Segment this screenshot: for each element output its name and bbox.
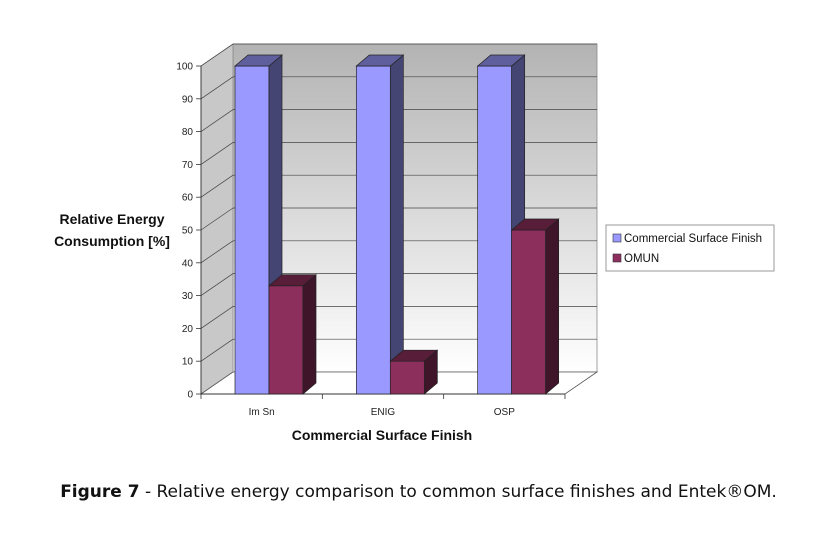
bar-side: [302, 274, 317, 395]
legend-swatch-commercial: [612, 233, 622, 243]
bar-series: [234, 54, 560, 395]
legend-label-commercial: Commercial Surface Finish: [624, 233, 762, 245]
bar: [389, 349, 439, 395]
bar-top: [355, 54, 405, 67]
bar-top: [389, 349, 439, 362]
x-axis: Im Sn ENIG OSP: [200, 393, 566, 418]
y-tick-label: 90: [182, 94, 194, 105]
bar-front: [511, 229, 547, 395]
x-axis-title: Commercial Surface Finish: [292, 427, 473, 443]
figure-caption-text: - Relative energy comparison to common s…: [139, 482, 777, 502]
gridline-side: [200, 109, 234, 132]
bar-front: [234, 65, 270, 395]
legend-label-omun: OMUN: [624, 253, 659, 265]
x-tick-label: Im Sn: [249, 407, 275, 418]
bar: [355, 54, 405, 395]
y-tick-label: 20: [182, 324, 194, 335]
gridline-side: [200, 207, 234, 231]
bar-front: [389, 360, 425, 395]
x-tick-label: OSP: [494, 407, 515, 418]
gridline-side: [200, 273, 234, 296]
gridline-side: [200, 76, 234, 100]
bar-side: [545, 218, 560, 395]
y-tick-label: 80: [182, 127, 194, 138]
bar-top: [476, 54, 526, 67]
bar-front: [268, 285, 304, 395]
bar-top: [268, 274, 317, 287]
legend: Commercial Surface Finish OMUN: [605, 224, 775, 272]
y-tick-label: 60: [182, 193, 194, 204]
y-axis-title-line-1: Relative Energy: [59, 211, 164, 227]
gridline-side: [200, 174, 234, 198]
gridline-side: [200, 43, 234, 67]
gridline-side: [200, 142, 234, 165]
gridline-side: [200, 306, 234, 329]
figure-caption: Figure 7 - Relative energy comparison to…: [0, 482, 837, 502]
bar-front: [477, 65, 513, 395]
bar-side: [389, 54, 404, 395]
bar: [510, 218, 560, 395]
bar-chart: 0 10 20 30 40 50 60 70 80 90 100 Im Sn ENIG OSP Rela…: [54, 43, 775, 443]
gridline-side: [200, 240, 234, 264]
y-tick-label: 70: [182, 160, 194, 171]
figure-label: Figure 7: [60, 482, 140, 502]
bar-top: [510, 218, 560, 231]
legend-box: [605, 224, 775, 272]
y-axis-title-line-2: Consumption [%]: [54, 233, 170, 249]
y-axis: 0 10 20 30 40 50 60 70 80 90 100: [176, 62, 202, 401]
bar-top: [234, 54, 283, 67]
gridline-side: [200, 338, 234, 362]
y-tick-label: 100: [176, 62, 193, 73]
x-tick-label: ENIG: [371, 407, 396, 418]
bar-front: [355, 65, 391, 395]
y-tick-label: 0: [187, 390, 193, 401]
y-tick-label: 50: [182, 226, 194, 237]
y-tick-label: 40: [182, 258, 194, 269]
bar: [268, 274, 317, 395]
y-tick-label: 10: [182, 357, 194, 368]
y-tick-label: 30: [182, 291, 194, 302]
legend-swatch-omun: [612, 253, 622, 263]
